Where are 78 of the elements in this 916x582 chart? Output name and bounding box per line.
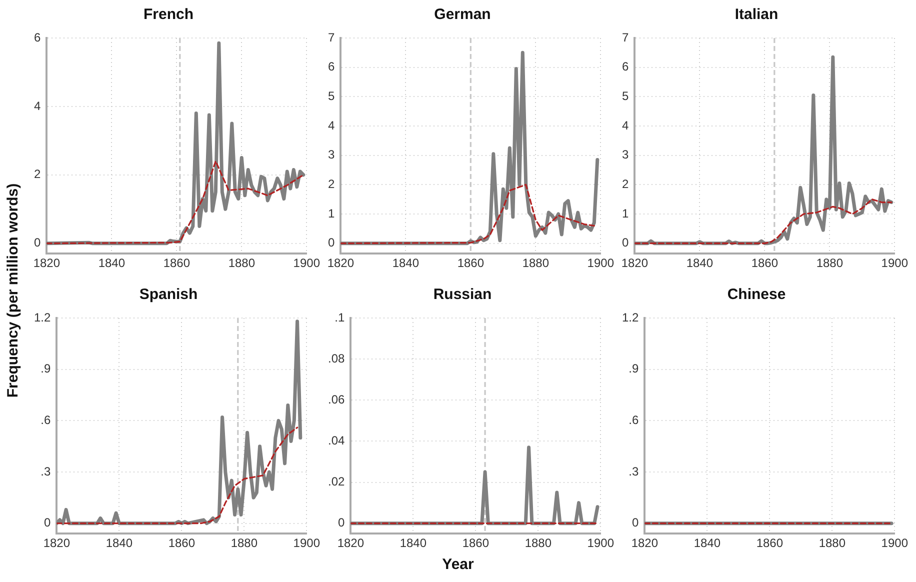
chart-title: Russian (433, 286, 492, 304)
x-tick-label: 1900 (293, 536, 320, 550)
x-tick-label: 1880 (524, 536, 552, 550)
x-tick-label: 1900 (293, 256, 320, 270)
y-tick-label: 7 (328, 30, 335, 44)
y-tick-label: .3 (628, 464, 639, 478)
x-tick-label: 1880 (818, 536, 846, 550)
chart-title: Italian (734, 6, 778, 24)
y-tick-label: 2 (328, 176, 335, 191)
x-tick-label: 1820 (33, 256, 60, 270)
y-tick-label: .04 (328, 434, 345, 448)
y-tick-label: 3 (328, 148, 335, 162)
y-tick-label: 1.2 (34, 310, 51, 324)
y-tick-label: .08 (328, 351, 345, 366)
y-tick-label: 7 (622, 30, 629, 44)
chart-title: German (434, 6, 491, 24)
x-tick-label: 1840 (98, 256, 126, 270)
y-tick-label: 1 (328, 206, 335, 220)
x-tick-label: 1900 (881, 536, 908, 550)
chart-title: Spanish (139, 286, 198, 304)
x-tick-label: 1820 (337, 536, 364, 550)
y-tick-label: .3 (40, 464, 51, 478)
line-series (634, 198, 892, 244)
y-tick-label: .6 (40, 412, 51, 427)
y-tick-label: 0 (632, 516, 639, 530)
y-tick-label: 2 (622, 176, 629, 191)
x-tick-label: 1820 (43, 536, 70, 550)
y-tick-label: 1.2 (622, 310, 639, 324)
x-tick-label: 1840 (400, 536, 427, 550)
x-tick-label: 1860 (168, 536, 196, 550)
x-tick-label: 1820 (621, 256, 648, 270)
x-tick-label: 1860 (163, 256, 190, 270)
y-tick-label: .06 (328, 392, 345, 406)
x-tick-label: 1820 (631, 536, 658, 550)
x-tick-label: 1840 (686, 256, 714, 270)
y-tick-label: 0 (328, 236, 335, 250)
x-axis-title: Year (441, 556, 475, 573)
y-tick-label: 4 (328, 118, 335, 132)
x-tick-label: 1860 (462, 536, 490, 550)
y-tick-label: 0 (34, 236, 41, 250)
x-tick-label: 1840 (106, 536, 133, 550)
line-series (56, 426, 298, 524)
x-tick-label: 1860 (751, 256, 778, 270)
y-tick-label: .02 (328, 474, 345, 489)
y-tick-label: 1 (622, 206, 629, 220)
x-tick-label: 1880 (230, 536, 258, 550)
y-tick-label: 0 (622, 236, 629, 250)
y-tick-label: 6 (622, 60, 629, 74)
x-tick-label: 1900 (587, 536, 614, 550)
x-tick-label: 1900 (587, 256, 614, 270)
y-tick-label: .9 (628, 362, 639, 376)
line-series (340, 184, 595, 244)
x-tick-label: 1840 (392, 256, 420, 270)
y-tick-label: 6 (328, 60, 335, 74)
x-tick-label: 1860 (457, 256, 484, 270)
y-tick-label: 4 (34, 98, 41, 113)
y-tick-label: 6 (34, 30, 41, 44)
y-tick-label: 4 (622, 118, 629, 132)
y-tick-label: 0 (338, 516, 345, 530)
y-tick-label: .1 (334, 310, 345, 324)
chart-title: Chinese (727, 286, 786, 304)
x-tick-label: 1880 (522, 256, 550, 270)
y-tick-label: .6 (628, 412, 639, 427)
x-tick-label: 1840 (694, 536, 721, 550)
y-tick-label: .9 (40, 362, 51, 376)
y-tick-label: 3 (622, 148, 629, 162)
chart-title: French (143, 6, 194, 24)
y-axis-title: Frequency (per million words) (4, 182, 22, 400)
x-tick-label: 1880 (816, 256, 844, 270)
y-tick-label: 2 (34, 167, 41, 182)
x-tick-label: 1880 (228, 256, 256, 270)
y-tick-label: 5 (328, 88, 335, 103)
x-tick-label: 1860 (756, 536, 784, 550)
x-tick-label: 1900 (881, 256, 908, 270)
line-series (46, 160, 304, 244)
x-tick-label: 1820 (327, 256, 354, 270)
y-tick-label: 0 (44, 516, 51, 530)
y-tick-label: 5 (622, 88, 629, 103)
